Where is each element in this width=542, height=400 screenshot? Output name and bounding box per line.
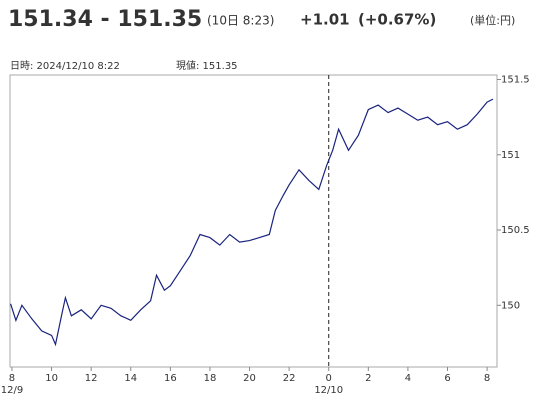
quote-time: (10日 8:23) — [207, 14, 274, 28]
x-tick-label: 20 — [243, 373, 256, 384]
price: 151.34 - 151.35 — [8, 7, 202, 32]
change-pct: (+0.67%) — [358, 11, 436, 29]
y-tick-label: 150.5 — [501, 225, 530, 236]
x-tick-label: 18 — [204, 373, 217, 384]
x-tick-label: 4 — [405, 373, 411, 384]
y-tick-label: 151.5 — [501, 75, 530, 86]
plot-frame — [9, 74, 498, 368]
change: +1.01 — [300, 11, 350, 29]
x-tick-label: 0 — [326, 373, 332, 384]
x-tick-label: 22 — [283, 373, 296, 384]
price-line — [10, 98, 494, 347]
x-tick-label: 16 — [164, 373, 177, 384]
datetime: 日時: 2024/12/10 8:22 — [10, 60, 120, 72]
day-label: 12/9 — [1, 385, 23, 396]
current: 現値: 151.35 — [176, 59, 238, 72]
y-tick-label: 151 — [501, 150, 520, 161]
y-tick-label: 150 — [501, 300, 520, 311]
x-tick-label: 12 — [85, 373, 98, 384]
unit: (単位:円) — [470, 13, 515, 27]
x-tick-label: 2 — [365, 373, 371, 384]
x-tick-label: 8 — [484, 373, 490, 384]
x-tick-label: 14 — [124, 373, 137, 384]
day-label: 12/10 — [314, 385, 343, 396]
x-tick-label: 8 — [9, 373, 15, 384]
x-tick-label: 10 — [45, 373, 58, 384]
x-tick-label: 6 — [444, 373, 450, 384]
